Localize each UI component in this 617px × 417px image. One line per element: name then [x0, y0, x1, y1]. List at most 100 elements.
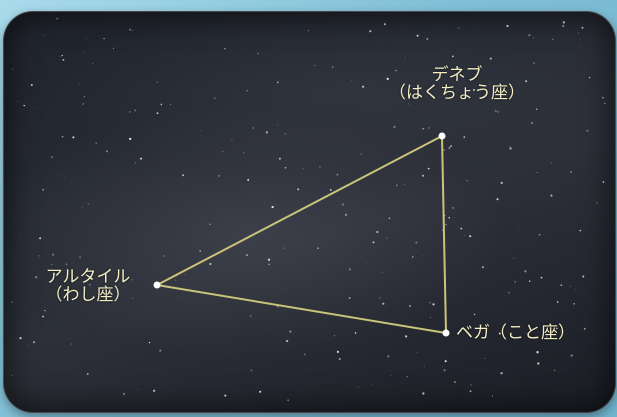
background-star: [289, 330, 292, 333]
background-star: [259, 390, 262, 393]
background-star: [268, 263, 270, 266]
background-star: [36, 107, 38, 109]
background-star: [28, 343, 30, 345]
background-star: [87, 202, 90, 205]
background-star: [422, 127, 425, 130]
background-star: [514, 280, 517, 283]
background-star: [156, 112, 159, 115]
background-star: [470, 384, 472, 386]
background-star: [224, 48, 226, 50]
background-star: [242, 152, 245, 154]
background-star: [560, 284, 563, 286]
background-star: [82, 103, 84, 105]
background-star: [62, 58, 65, 61]
background-star: [562, 21, 565, 24]
background-star: [336, 173, 339, 176]
background-star: [390, 375, 392, 377]
night-sky-photo: [3, 11, 616, 413]
background-star: [351, 80, 353, 82]
background-star: [458, 67, 460, 69]
background-star: [454, 381, 456, 383]
background-star: [533, 62, 535, 64]
background-star: [415, 241, 418, 244]
background-star: [448, 147, 451, 149]
background-star: [596, 202, 598, 204]
background-star: [439, 77, 441, 79]
background-star: [250, 315, 252, 317]
background-star: [131, 30, 133, 32]
background-star: [246, 89, 248, 92]
background-star: [103, 37, 105, 40]
background-star: [538, 234, 540, 236]
background-star: [388, 217, 391, 220]
background-star: [70, 343, 72, 345]
background-star: [445, 358, 447, 359]
background-star: [65, 263, 68, 265]
background-star: [379, 297, 381, 299]
background-star: [86, 373, 89, 375]
background-star: [182, 174, 185, 177]
background-star: [88, 283, 91, 286]
background-star: [317, 247, 319, 250]
altair-name: アルタイル: [45, 267, 131, 287]
background-star: [560, 330, 562, 332]
background-star: [423, 255, 425, 256]
background-star: [61, 135, 64, 138]
background-star: [42, 315, 45, 318]
background-star: [284, 133, 286, 135]
background-star: [526, 333, 528, 335]
background-star: [59, 59, 61, 61]
background-star: [492, 395, 493, 397]
background-star: [579, 39, 581, 41]
background-star: [276, 81, 279, 84]
background-star: [469, 235, 472, 238]
background-star: [372, 241, 375, 244]
background-star: [602, 96, 604, 99]
background-star: [305, 64, 307, 66]
background-star: [308, 30, 309, 32]
background-star: [528, 34, 531, 37]
background-star: [199, 250, 202, 252]
background-star: [533, 37, 535, 39]
background-star: [331, 66, 334, 68]
background-star: [297, 188, 300, 191]
background-star: [44, 309, 46, 312]
background-star: [421, 174, 425, 177]
background-stars: [11, 17, 606, 401]
background-star: [72, 136, 75, 139]
background-star: [386, 77, 389, 81]
background-star: [137, 388, 139, 390]
background-star: [530, 122, 533, 124]
background-star: [271, 205, 274, 209]
background-star: [445, 224, 447, 226]
background-star: [369, 30, 372, 33]
background-star: [360, 153, 362, 155]
background-star: [429, 301, 431, 304]
background-star: [224, 394, 227, 397]
background-star: [32, 341, 36, 344]
background-star: [573, 303, 575, 305]
background-star: [496, 198, 499, 201]
background-star: [252, 261, 254, 263]
background-star: [582, 275, 585, 278]
background-star: [458, 27, 460, 29]
background-star: [60, 56, 62, 58]
background-star: [285, 339, 289, 343]
background-star: [57, 175, 59, 177]
background-star: [500, 181, 503, 184]
background-star: [550, 194, 553, 197]
background-star: [338, 357, 341, 361]
background-star: [252, 127, 254, 129]
background-star: [129, 111, 131, 113]
background-star: [19, 336, 22, 340]
deneb-constellation: （はくちょう座）: [389, 83, 525, 103]
background-star: [423, 365, 425, 367]
background-star: [553, 369, 556, 372]
background-star: [469, 390, 472, 393]
background-star: [569, 285, 571, 287]
background-star: [86, 37, 87, 39]
background-star: [442, 366, 444, 367]
deneb-name: デネブ: [431, 65, 483, 85]
background-star: [23, 104, 25, 107]
background-star: [603, 102, 606, 105]
